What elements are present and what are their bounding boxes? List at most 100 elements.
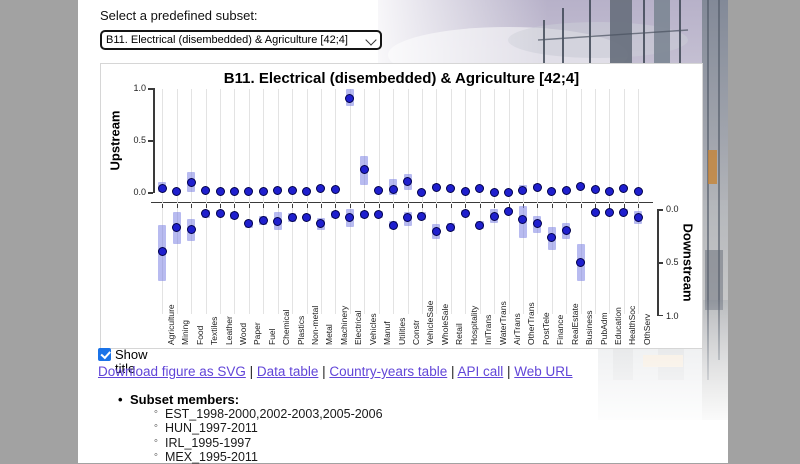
category-tick <box>335 203 337 208</box>
link-api-call[interactable]: API call <box>457 364 504 379</box>
downstream-axis-line <box>657 209 659 316</box>
upstream-axis-title: Upstream <box>107 110 123 171</box>
category-label: Electrical <box>353 310 364 345</box>
grid-line <box>508 89 510 314</box>
circle-bullet-icon: ◦ <box>154 434 158 447</box>
link-download-figure-as-svg[interactable]: Download figure as SVG <box>98 364 246 379</box>
downstream-tick-label: 1.0 <box>666 310 679 321</box>
category-label: Agriculture <box>165 304 176 345</box>
downstream-dot <box>417 211 427 221</box>
category-label: OtherTrans <box>526 302 537 345</box>
upstream-dot <box>287 185 297 195</box>
upstream-dot <box>604 186 614 196</box>
upstream-dot <box>244 186 254 196</box>
upstream-dot <box>374 185 384 195</box>
link-data-table[interactable]: Data table <box>256 364 319 379</box>
category-tick <box>494 203 496 208</box>
downstream-dot <box>244 219 254 229</box>
grid-line <box>248 89 250 314</box>
downstream-dot <box>561 225 571 235</box>
subset-member-item: IRL_1995-1997 <box>165 435 252 450</box>
downstream-dot <box>489 211 499 221</box>
upstream-dot <box>446 183 456 193</box>
circle-bullet-icon: ◦ <box>154 406 158 418</box>
category-label: RealEstate <box>569 303 580 345</box>
category-label: WaterTrans <box>497 301 508 345</box>
upstream-dot <box>388 184 398 194</box>
downstream-tick <box>658 262 663 264</box>
upstream-dot <box>431 182 441 192</box>
category-label: Metal <box>324 324 335 345</box>
category-tick <box>465 203 467 208</box>
category-tick <box>609 203 611 208</box>
category-label: PubAdm <box>598 312 609 345</box>
link-web-url[interactable]: Web URL <box>514 364 573 379</box>
downstream-dot <box>633 213 643 223</box>
subset-select-dropdown[interactable]: B11. Electrical (disembedded) & Agricult… <box>100 30 382 50</box>
list-bullet-icon: • <box>118 392 123 407</box>
category-label: Paper <box>252 322 263 345</box>
subset-member-item: HUN_1997-2011 <box>165 421 258 436</box>
category-label: Vehicles <box>367 313 378 345</box>
grid-line <box>162 89 164 314</box>
upstream-dot <box>403 177 413 187</box>
grid-line <box>220 89 221 314</box>
category-tick <box>537 203 539 208</box>
show-title-checkbox[interactable] <box>98 348 111 361</box>
figure-links-row: Download figure as SVG | Data table | Co… <box>98 364 573 379</box>
category-label: Chemical <box>281 309 292 345</box>
category-axis-line <box>151 201 653 204</box>
upstream-dot <box>215 186 225 196</box>
category-label: Plastics <box>295 315 306 345</box>
downstream-axis-title: Downstream <box>680 223 696 302</box>
upstream-axis-line <box>153 88 155 193</box>
upstream-dot <box>316 183 326 193</box>
category-label: Retail <box>454 323 465 345</box>
upstream-dot <box>201 185 211 195</box>
category-label: PostTele <box>540 312 551 345</box>
category-tick <box>191 203 193 208</box>
category-label: Mining <box>180 319 191 345</box>
category-label: Hospitality <box>468 305 479 345</box>
grid-line <box>450 89 452 314</box>
upstream-tick-label: 0.5 <box>133 134 146 145</box>
upstream-dot <box>186 178 196 188</box>
downstream-dot <box>403 213 413 223</box>
category-tick <box>263 203 265 208</box>
category-tick <box>234 203 236 208</box>
link-separator: | <box>503 364 515 379</box>
grid-line <box>320 89 322 314</box>
downstream-dot <box>316 219 326 229</box>
category-tick <box>436 203 438 208</box>
upstream-dot <box>504 187 513 197</box>
category-tick <box>393 203 395 208</box>
grid-line <box>176 89 178 314</box>
grid-line <box>191 89 193 314</box>
downstream-dot <box>619 207 629 217</box>
upstream-dot <box>359 164 369 174</box>
category-label: Finance <box>555 314 566 345</box>
grid-line <box>465 89 467 314</box>
chevron-down-icon <box>365 34 377 46</box>
upstream-dot <box>302 186 312 196</box>
category-tick <box>551 203 553 208</box>
category-label: Food <box>194 325 205 345</box>
chart-title: B11. Electrical (disembedded) & Agricult… <box>223 70 580 87</box>
category-tick <box>479 203 481 208</box>
downstream-dot <box>590 207 600 217</box>
upstream-dot <box>330 184 340 194</box>
category-tick <box>421 203 423 208</box>
category-label: VehicleSale <box>425 300 436 345</box>
link-country-years-table[interactable]: Country-years table <box>329 364 448 379</box>
upstream-tick <box>148 140 153 142</box>
upstream-tick-label: 1.0 <box>133 82 146 93</box>
upstream-tick-label: 0.0 <box>133 186 146 197</box>
downstream-dot <box>273 217 283 227</box>
grid-line <box>638 89 640 314</box>
upstream-tick <box>148 88 153 90</box>
category-label: Machinery <box>338 305 349 345</box>
category-tick <box>349 203 351 208</box>
upstream-tick <box>148 192 153 194</box>
upstream-dot <box>417 187 427 197</box>
upstream-dot <box>619 183 629 193</box>
